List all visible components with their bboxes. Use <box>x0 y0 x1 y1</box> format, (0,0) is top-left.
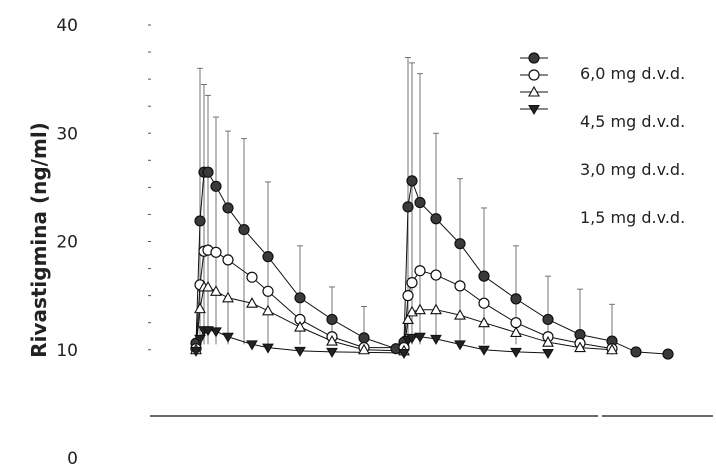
series-4-point <box>210 327 222 338</box>
series-3-point <box>414 303 426 315</box>
series-3-point <box>574 341 586 353</box>
series-2-point <box>478 297 490 309</box>
series-3-point <box>326 334 338 346</box>
series-3-point <box>210 285 222 296</box>
series-1-point <box>414 196 426 209</box>
series-3-point <box>294 320 306 332</box>
legend-marker <box>528 85 540 97</box>
series-3-point <box>402 313 414 324</box>
legend-marker <box>528 69 540 81</box>
y-tick-label: 20 <box>56 233 78 253</box>
series-2-point <box>510 317 522 329</box>
series-2-point <box>262 285 274 297</box>
series-2-point <box>414 265 426 277</box>
series-1-point <box>542 313 554 326</box>
series-2-point <box>454 280 466 292</box>
series-3-point <box>202 280 214 292</box>
series-1-point <box>222 202 234 214</box>
series-4-point <box>326 347 338 358</box>
series-line-1 <box>195 171 669 355</box>
y-axis-title: Rivastigmina (ng/ml) <box>27 122 51 358</box>
series-1-point <box>326 313 338 326</box>
series-2-point <box>406 277 418 289</box>
series-1-point <box>662 348 674 360</box>
series-3-point <box>194 302 206 314</box>
series-1-point <box>430 213 442 225</box>
error-bars <box>197 57 615 345</box>
series-4-point <box>414 332 426 343</box>
series-4-point <box>510 347 522 358</box>
series-1-point <box>510 293 522 305</box>
series-1-point <box>202 166 214 178</box>
series-2-point <box>430 269 442 281</box>
series-1-point <box>402 201 414 213</box>
series-1-point <box>406 175 418 187</box>
series-3-point <box>358 343 370 355</box>
series-4-point <box>202 326 214 337</box>
y-tick-labels: 0 10 20 30 40 <box>56 16 78 469</box>
y-tick-label: 10 <box>56 341 78 361</box>
series-4-point <box>542 348 554 359</box>
series-3-point <box>262 304 274 316</box>
series-4-point <box>190 346 202 357</box>
legend-label: 1,5 mg d.v.d. <box>580 208 685 227</box>
y-tick-label: 30 <box>56 124 78 144</box>
legend: 6,0 mg d.v.d. 4,5 mg d.v.d. 3,0 mg d.v.d. 1… <box>520 52 685 227</box>
series-4-point <box>222 332 234 343</box>
series-1-point <box>454 238 466 250</box>
series-3-point <box>510 326 522 337</box>
series-4-point <box>246 340 258 351</box>
series-1-point <box>194 215 206 227</box>
series-lines <box>195 171 669 355</box>
legend-marker <box>528 52 540 64</box>
legend-marker <box>528 105 540 115</box>
series-4-point <box>398 348 410 359</box>
series-2-point <box>210 246 222 258</box>
series-1-point <box>630 346 642 358</box>
series-4-point <box>262 343 274 354</box>
legend-label: 4,5 mg d.v.d. <box>580 112 685 131</box>
series-markers <box>190 166 674 360</box>
series-3-point <box>454 308 466 320</box>
series-2-point <box>246 271 258 283</box>
series-4-point <box>430 334 442 345</box>
series-4-point <box>294 346 306 357</box>
series-3-point <box>222 291 234 303</box>
series-2-point <box>222 254 234 266</box>
series-3-point <box>246 297 258 308</box>
y-tick-label: 0 <box>67 449 78 469</box>
y-axis-line <box>148 24 151 351</box>
series-1-point <box>294 292 306 304</box>
series-3-point <box>430 303 442 315</box>
legend-label: 6,0 mg d.v.d. <box>580 64 685 83</box>
series-1-point <box>478 270 490 282</box>
series-1-point <box>262 251 274 263</box>
y-tick-label: 40 <box>56 16 78 36</box>
series-4-point <box>406 333 418 344</box>
series-4-point <box>478 345 490 356</box>
series-1-point <box>210 180 222 192</box>
series-1-point <box>358 332 370 344</box>
series-1-point <box>238 223 250 236</box>
series-3-point <box>542 336 554 347</box>
series-3-point <box>606 343 618 355</box>
legend-label: 3,0 mg d.v.d. <box>580 160 685 179</box>
series-4-point <box>194 334 206 345</box>
series-4-point <box>454 340 466 351</box>
series-2-point <box>402 290 414 302</box>
series-3-point <box>478 316 490 328</box>
